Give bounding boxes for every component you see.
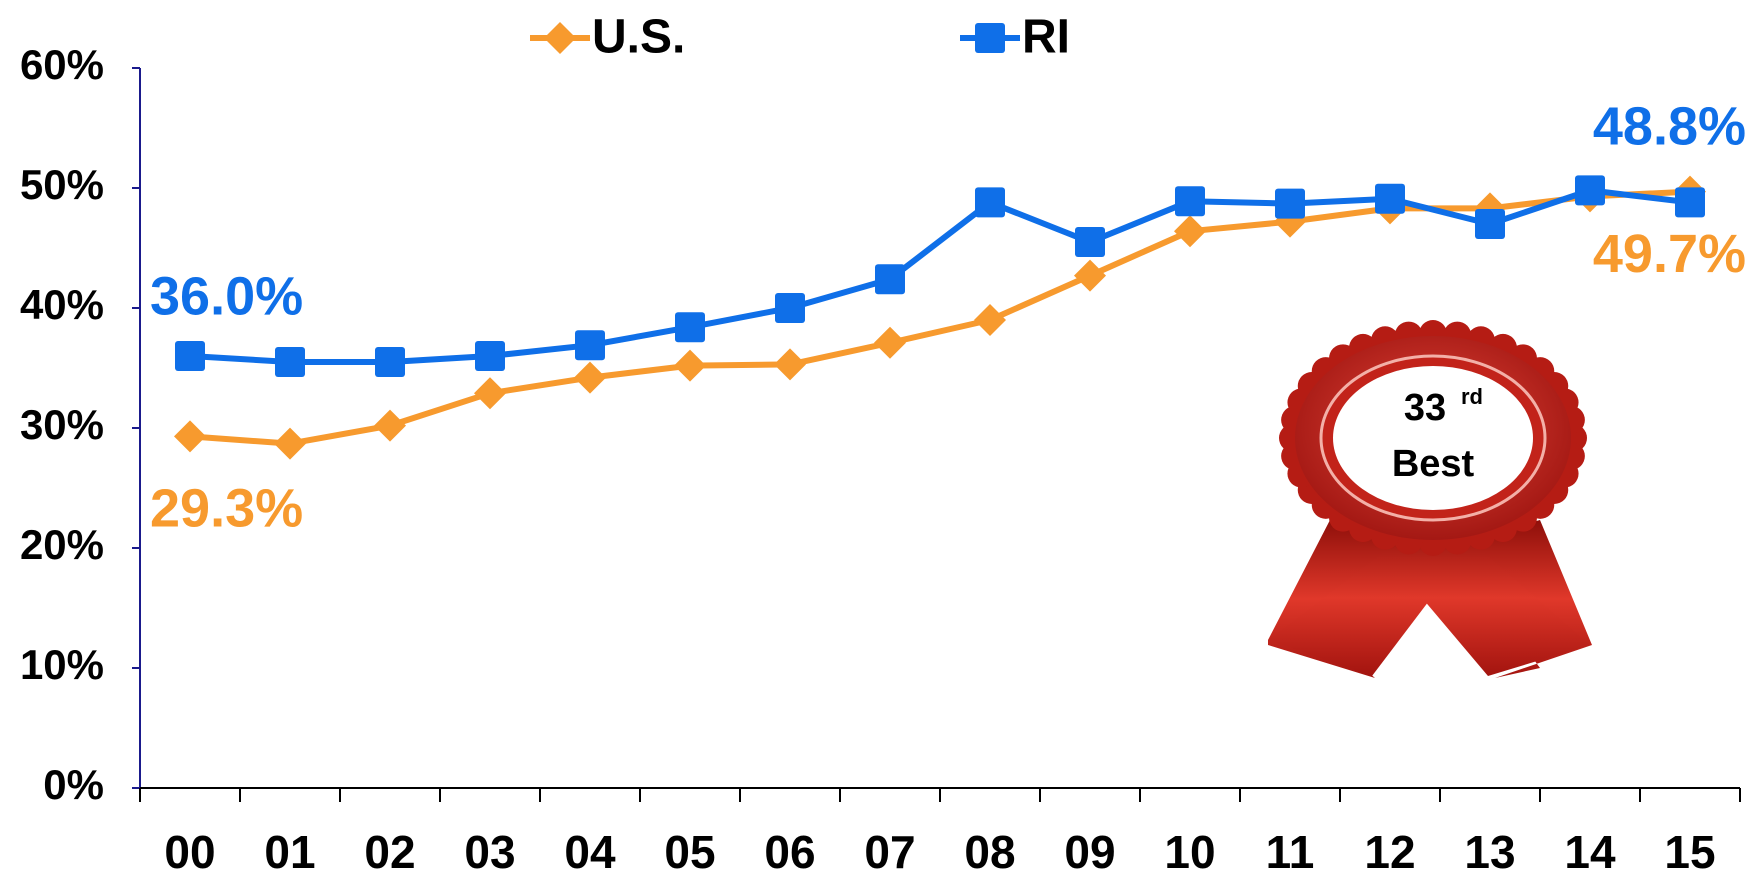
marker: [474, 377, 506, 410]
y-tick-label: 20%: [20, 521, 104, 568]
marker: [275, 347, 305, 377]
marker: [1575, 175, 1605, 206]
marker: [175, 341, 205, 371]
legend-label: U.S.: [592, 11, 685, 64]
value-label: 48.8%: [1593, 97, 1746, 157]
rosette-center: [1333, 366, 1533, 510]
badge-rank: 33: [1404, 387, 1446, 429]
y-tick-label: 50%: [20, 161, 104, 208]
marker: [374, 409, 406, 442]
marker: [574, 361, 606, 394]
x-tick-label: 06: [764, 826, 815, 878]
value-label: 49.7%: [1593, 224, 1746, 284]
x-tick-label: 07: [864, 826, 915, 878]
marker: [1075, 227, 1105, 257]
x-tick-label: 08: [964, 826, 1015, 878]
marker: [674, 349, 706, 382]
marker: [775, 293, 805, 323]
marker: [874, 326, 906, 359]
x-tick-label: 14: [1564, 826, 1616, 878]
value-label: 29.3%: [150, 479, 303, 539]
y-tick-label: 10%: [20, 641, 104, 688]
x-tick-label: 09: [1064, 826, 1115, 878]
marker: [1174, 215, 1206, 248]
x-tick-label: 13: [1464, 826, 1515, 878]
badge-text: Best: [1392, 443, 1475, 485]
marker: [575, 330, 605, 361]
marker: [1675, 187, 1705, 218]
y-tick-label: 0%: [43, 761, 104, 808]
x-tick-label: 12: [1364, 826, 1415, 878]
marker: [774, 348, 806, 381]
badge-suffix: rd: [1461, 384, 1483, 409]
ribbon-badge: 33 rd Best: [1268, 320, 1592, 678]
marker: [975, 23, 1005, 53]
y-tick-label: 40%: [20, 281, 104, 328]
x-tick-label: 11: [1266, 826, 1315, 878]
legend-label: RI: [1022, 11, 1070, 64]
marker: [974, 304, 1006, 336]
marker: [1275, 188, 1305, 219]
marker: [1074, 259, 1106, 292]
marker: [544, 22, 576, 54]
x-tick-label: 04: [564, 826, 616, 878]
marker: [875, 264, 905, 295]
x-tick-label: 10: [1164, 826, 1215, 878]
marker: [274, 427, 306, 460]
y-tick-label: 30%: [20, 401, 104, 448]
x-tick-label: 00: [164, 826, 215, 878]
marker: [1475, 209, 1505, 239]
marker: [975, 187, 1005, 218]
marker: [1375, 183, 1405, 214]
marker: [375, 347, 405, 377]
marker: [675, 312, 705, 343]
x-tick-label: 02: [364, 826, 415, 878]
marker: [174, 420, 206, 453]
x-tick-label: 05: [664, 826, 715, 878]
x-tick-label: 15: [1664, 826, 1715, 878]
ribbon-tail: [1268, 520, 1460, 676]
value-label: 36.0%: [150, 266, 303, 326]
marker: [475, 341, 505, 371]
series-line: [189, 187, 1691, 365]
marker: [1175, 186, 1205, 217]
x-tick-label: 03: [464, 826, 515, 878]
x-tick-label: 01: [264, 826, 315, 878]
y-tick-label: 60%: [20, 41, 104, 88]
